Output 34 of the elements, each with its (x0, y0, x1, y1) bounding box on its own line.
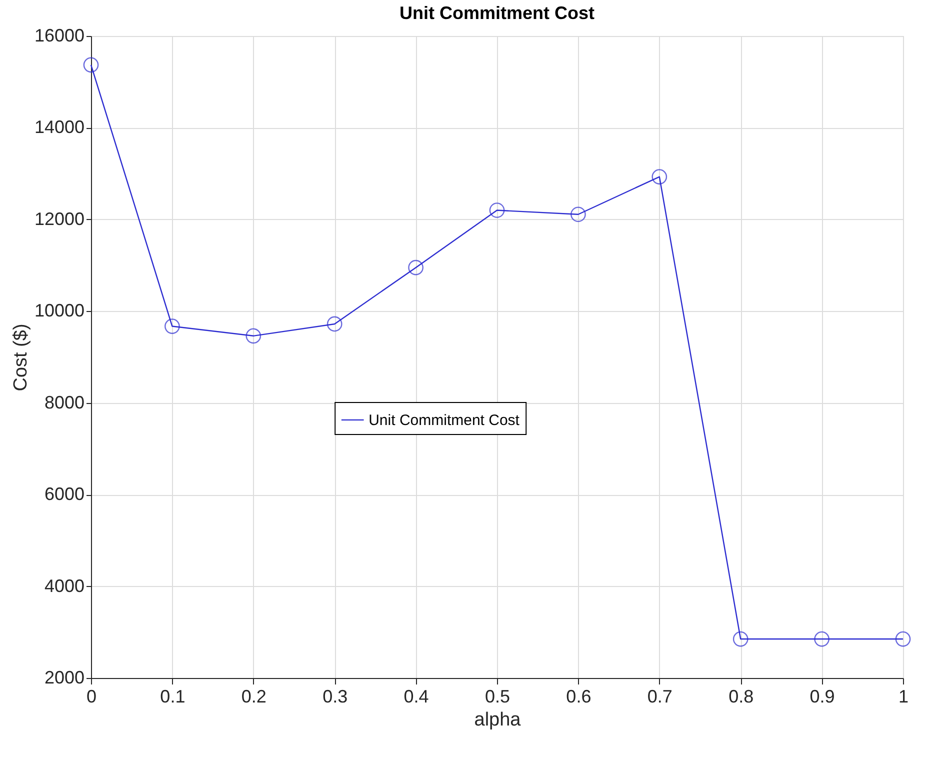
x-tick-label: 0.4 (404, 686, 429, 706)
x-tick-label: 0.1 (160, 686, 186, 706)
x-tick-label: 0 (86, 686, 97, 706)
y-axis-title: Cost ($) (10, 324, 32, 392)
y-tick-label: 12000 (34, 208, 84, 229)
x-tick-label: 0.6 (566, 686, 592, 706)
y-tick-label: 2000 (44, 668, 84, 688)
point (83, 57, 99, 73)
point (570, 206, 586, 222)
point (652, 169, 668, 184)
y-tick-label: 14000 (34, 117, 84, 138)
point (489, 202, 505, 218)
y-tick-label: 16000 (34, 26, 84, 46)
y-tick-label: 6000 (44, 484, 84, 504)
x-tick-label: 0.3 (322, 686, 348, 706)
y-tick-label: 4000 (44, 576, 84, 596)
legend-label: Unit Commitment Cost (368, 412, 520, 429)
x-tick-label: 0.2 (241, 686, 266, 706)
x-tick-label: 0.9 (810, 686, 835, 706)
y-tick-label: 10000 (34, 300, 84, 321)
x-tick-label: 0.7 (647, 686, 672, 706)
point (408, 260, 424, 276)
x-tick-label: 1 (898, 686, 909, 706)
x-tick-label: 0.8 (728, 686, 754, 706)
point (164, 318, 180, 334)
chart-title: Unit Commitment Cost (400, 3, 594, 23)
point (246, 328, 262, 344)
point (326, 316, 342, 332)
x-tick-label: 0.5 (484, 686, 510, 706)
point (814, 631, 830, 647)
point (732, 631, 748, 647)
point (895, 631, 911, 647)
y-tick-label: 8000 (44, 392, 84, 412)
x-axis-title: alpha (474, 710, 522, 730)
